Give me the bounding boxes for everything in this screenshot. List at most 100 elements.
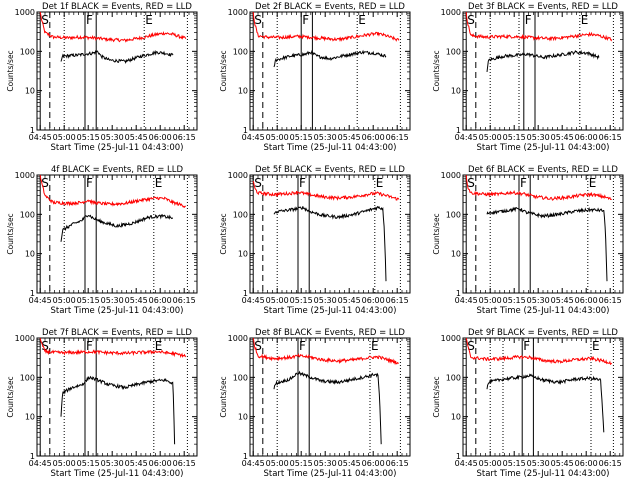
- y-axis-label: Counts/sec: [219, 213, 228, 254]
- x-tick-label: 05:15: [77, 459, 100, 468]
- annotation-label: E: [358, 13, 366, 27]
- x-tick-label: 04:45: [29, 296, 52, 305]
- annotation-label: S: [467, 13, 475, 27]
- series-line-lld: [465, 11, 613, 42]
- series-line-events: [273, 49, 387, 68]
- annotation-label: F: [86, 176, 93, 190]
- y-axis-label: Counts/sec: [6, 213, 15, 254]
- panel-det-5: Det 5f BLACK = Events, RED = LLD 1 10 100 10…: [219, 165, 411, 316]
- panel-det-2: Det 2f BLACK = Events, RED = LLD 1 10 100 10…: [219, 2, 411, 153]
- y-tick-label: 10: [25, 413, 35, 422]
- annotation-label: S: [41, 176, 49, 190]
- x-tick-label: 04:45: [455, 133, 478, 142]
- series-line-events: [60, 49, 174, 65]
- y-tick-label: 100: [20, 373, 35, 382]
- y-tick-label: 10: [451, 250, 461, 259]
- x-tick-label: 05:15: [503, 459, 526, 468]
- y-axis-label: Counts/sec: [6, 50, 15, 91]
- y-tick-label: 10: [238, 413, 248, 422]
- x-axis-label: Start Time (25-Jul-11 04:43:00): [264, 143, 397, 153]
- x-tick-label: 04:45: [455, 459, 478, 468]
- plot-frame: [249, 11, 411, 131]
- x-tick-label: 05:30: [314, 133, 337, 142]
- x-tick-label: 05:45: [338, 133, 361, 142]
- x-tick-label: 04:45: [29, 459, 52, 468]
- x-tick-label: 05:30: [314, 296, 337, 305]
- panel-title: Det 1f BLACK = Events, RED = LLD: [42, 2, 192, 12]
- x-tick-label: 05:30: [101, 133, 124, 142]
- annotation-label: S: [467, 339, 475, 353]
- y-tick-label: 1: [243, 126, 248, 135]
- series-line-events: [273, 370, 382, 445]
- annotation-label: E: [376, 176, 384, 190]
- x-tick-label: 06:00: [149, 296, 172, 305]
- annotation-label: F: [525, 13, 532, 27]
- y-tick-label: 1000: [15, 8, 35, 17]
- y-tick-label: 10: [238, 250, 248, 259]
- x-tick-label: 06:15: [599, 133, 622, 142]
- x-tick-label: 05:45: [551, 133, 574, 142]
- y-axis-label: Counts/sec: [6, 376, 15, 417]
- x-tick-label: 04:45: [242, 459, 265, 468]
- x-tick-label: 05:15: [290, 296, 313, 305]
- x-tick-label: 05:15: [290, 133, 313, 142]
- y-tick-label: 100: [233, 373, 248, 382]
- x-tick-label: 06:00: [575, 133, 598, 142]
- panel-title: Det 8f BLACK = Events, RED = LLD: [255, 328, 405, 338]
- panel-title: Det 7f BLACK = Events, RED = LLD: [42, 328, 192, 338]
- annotation-label: E: [155, 176, 163, 190]
- y-tick-label: 100: [446, 210, 461, 219]
- annotation-label: F: [86, 13, 93, 27]
- y-tick-label: 10: [25, 87, 35, 96]
- y-tick-label: 100: [446, 373, 461, 382]
- series-line-lld: [252, 180, 400, 201]
- annotation-label: E: [581, 13, 589, 27]
- annotation-label: E: [371, 339, 379, 353]
- y-tick-label: 1: [30, 126, 35, 135]
- x-tick-label: 06:00: [362, 459, 385, 468]
- y-tick-label: 100: [446, 47, 461, 56]
- annotation-label: E: [592, 339, 600, 353]
- y-tick-label: 100: [233, 47, 248, 56]
- x-tick-label: 05:00: [266, 459, 289, 468]
- x-tick-label: 05:00: [479, 133, 502, 142]
- panel-det-8: Det 8f BLACK = Events, RED = LLD 1 10 100 10…: [219, 328, 411, 479]
- y-tick-label: 10: [238, 87, 248, 96]
- y-tick-label: 1000: [441, 171, 461, 180]
- x-tick-label: 05:45: [338, 459, 361, 468]
- y-tick-label: 1000: [228, 8, 248, 17]
- y-tick-label: 1: [30, 452, 35, 461]
- plot-frame: [462, 337, 624, 457]
- y-tick-label: 10: [451, 413, 461, 422]
- y-tick-label: 1: [243, 452, 248, 461]
- y-tick-label: 1000: [15, 171, 35, 180]
- series-line-events: [486, 373, 605, 433]
- y-tick-label: 10: [25, 250, 35, 259]
- x-tick-label: 05:45: [125, 459, 148, 468]
- x-tick-label: 06:15: [173, 459, 196, 468]
- annotation-label: E: [155, 339, 163, 353]
- x-tick-label: 05:45: [125, 296, 148, 305]
- x-axis-label: Start Time (25-Jul-11 04:43:00): [264, 469, 397, 479]
- annotation-label: S: [254, 13, 262, 27]
- series-line-events: [60, 213, 173, 242]
- x-tick-label: 06:15: [173, 133, 196, 142]
- panel-title: 4f BLACK = Events, RED = LLD: [51, 165, 184, 175]
- series-line-lld: [252, 11, 400, 43]
- y-tick-label: 100: [233, 210, 248, 219]
- x-tick-label: 05:15: [290, 459, 313, 468]
- panel-title: Det 9f BLACK = Events, RED = LLD: [468, 328, 618, 338]
- x-axis-label: Start Time (25-Jul-11 04:43:00): [51, 306, 184, 316]
- y-tick-label: 1: [243, 289, 248, 298]
- x-tick-label: 05:30: [527, 133, 550, 142]
- x-tick-label: 05:45: [551, 296, 574, 305]
- x-tick-label: 06:00: [149, 133, 172, 142]
- panel-det-1: Det 1f BLACK = Events, RED = LLD 1 10 100 10…: [6, 2, 198, 153]
- panel-title: Det 5f BLACK = Events, RED = LLD: [255, 165, 405, 175]
- y-tick-label: 1: [456, 289, 461, 298]
- series-line-lld: [252, 337, 399, 366]
- x-tick-label: 06:00: [149, 459, 172, 468]
- x-tick-label: 06:00: [575, 459, 598, 468]
- annotation-label: E: [145, 13, 153, 27]
- y-tick-label: 1: [456, 452, 461, 461]
